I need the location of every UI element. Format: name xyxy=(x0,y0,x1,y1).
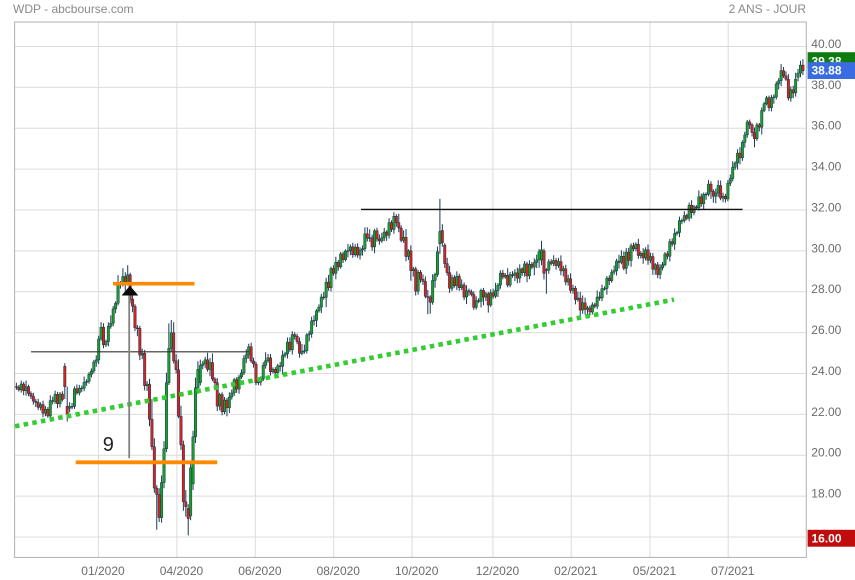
svg-text:30.00: 30.00 xyxy=(811,241,841,255)
svg-text:36.00: 36.00 xyxy=(811,119,841,133)
svg-text:9: 9 xyxy=(103,434,114,456)
svg-text:16.00: 16.00 xyxy=(812,532,842,546)
svg-text:26.00: 26.00 xyxy=(811,323,841,337)
svg-text:38.00: 38.00 xyxy=(811,78,841,92)
svg-text:34.00: 34.00 xyxy=(811,160,841,174)
svg-text:38.88: 38.88 xyxy=(812,64,842,78)
svg-text:10/2020: 10/2020 xyxy=(395,564,439,578)
svg-text:22.00: 22.00 xyxy=(811,405,841,419)
svg-text:20.00: 20.00 xyxy=(811,446,841,460)
svg-text:18.00: 18.00 xyxy=(811,487,841,501)
svg-text:2 ANS - JOUR: 2 ANS - JOUR xyxy=(729,2,807,16)
svg-text:24.00: 24.00 xyxy=(811,364,841,378)
svg-text:08/2020: 08/2020 xyxy=(317,564,361,578)
svg-text:32.00: 32.00 xyxy=(811,200,841,214)
svg-text:WDP - abcbourse.com: WDP - abcbourse.com xyxy=(13,2,134,16)
svg-text:05/2021: 05/2021 xyxy=(633,564,677,578)
svg-text:06/2020: 06/2020 xyxy=(238,564,282,578)
svg-text:07/2021: 07/2021 xyxy=(711,564,755,578)
svg-text:04/2020: 04/2020 xyxy=(160,564,204,578)
svg-text:28.00: 28.00 xyxy=(811,282,841,296)
svg-text:01/2020: 01/2020 xyxy=(81,564,125,578)
svg-text:02/2021: 02/2021 xyxy=(554,564,598,578)
svg-text:12/2020: 12/2020 xyxy=(476,564,520,578)
svg-text:40.00: 40.00 xyxy=(811,37,841,51)
